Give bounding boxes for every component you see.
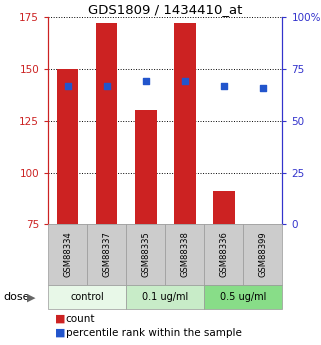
Text: GSM88334: GSM88334 (63, 231, 72, 277)
Point (182, 79, 187, 84)
Text: count: count (66, 314, 95, 324)
Text: percentile rank within the sample: percentile rank within the sample (66, 328, 242, 338)
Text: dose: dose (3, 293, 30, 302)
Bar (213, 191, 235, 224)
Text: GSM88335: GSM88335 (141, 231, 150, 277)
Bar (126, 285, 204, 309)
Title: GDS1809 / 1434410_at: GDS1809 / 1434410_at (88, 3, 242, 16)
Point (143, 79, 148, 84)
Point (221, 83, 226, 88)
Text: ■: ■ (48, 328, 66, 338)
Text: ▶: ▶ (27, 293, 36, 302)
Bar (48, 285, 126, 309)
Text: 0.5 ug/ml: 0.5 ug/ml (220, 292, 267, 302)
Text: GSM88337: GSM88337 (102, 231, 111, 277)
Point (104, 83, 109, 88)
Bar (243, 224, 282, 285)
Bar (174, 23, 195, 224)
Bar (87, 224, 126, 285)
Text: 0.1 ug/ml: 0.1 ug/ml (142, 292, 188, 302)
Bar (126, 224, 165, 285)
Bar (165, 224, 204, 285)
Bar (204, 285, 282, 309)
Text: GSM88399: GSM88399 (258, 231, 267, 277)
Bar (48, 224, 87, 285)
Text: ■: ■ (48, 314, 66, 324)
Text: control: control (70, 292, 104, 302)
Bar (135, 110, 157, 224)
Text: GSM88338: GSM88338 (180, 231, 189, 277)
Point (65, 83, 70, 88)
Bar (57, 69, 78, 224)
Text: GSM88336: GSM88336 (219, 231, 229, 277)
Bar (204, 224, 243, 285)
Bar (96, 23, 117, 224)
Point (260, 85, 265, 90)
